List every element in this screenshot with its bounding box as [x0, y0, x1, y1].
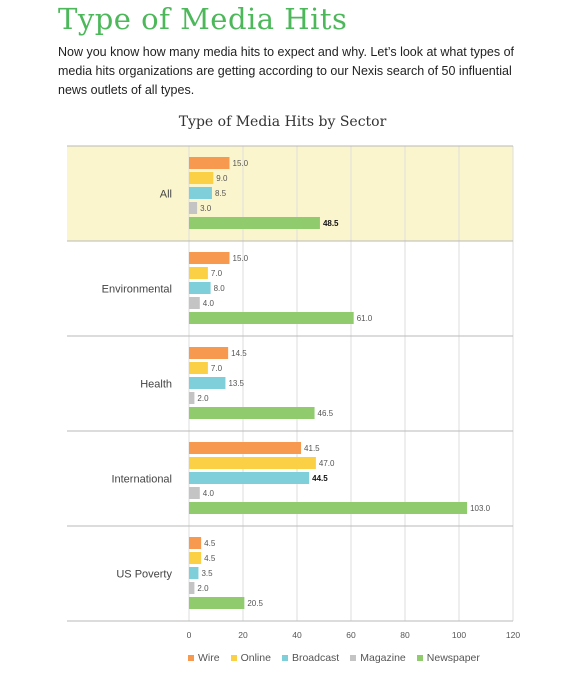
x-tick-label: 0	[187, 630, 192, 640]
data-label: 13.5	[228, 379, 244, 388]
bar-newspaper	[189, 312, 354, 324]
intro-paragraph: Now you know how many media hits to expe…	[58, 45, 515, 97]
legend-swatch	[230, 655, 237, 661]
category-label: US Poverty	[116, 569, 172, 581]
legend-label: Magazine	[360, 652, 406, 664]
data-label: 3.0	[200, 204, 212, 213]
bar-online	[189, 362, 208, 374]
data-label: 8.0	[214, 284, 226, 293]
legend-label: Wire	[198, 652, 220, 664]
bar-newspaper	[189, 597, 245, 609]
bar-wire	[189, 157, 230, 169]
bar-broadcast	[189, 567, 199, 579]
data-label: 2.0	[197, 584, 209, 593]
data-label: 48.5	[323, 219, 339, 228]
bar-magazine	[189, 202, 198, 214]
legend-swatch	[281, 655, 288, 661]
bar-wire	[189, 252, 230, 264]
data-label: 8.5	[215, 189, 227, 198]
data-label: 20.5	[247, 599, 263, 608]
data-label: 7.0	[211, 269, 223, 278]
bar-broadcast	[189, 187, 212, 199]
legend-item-online: Online	[230, 652, 271, 664]
category-label: Environmental	[102, 284, 172, 296]
bar-online	[189, 457, 316, 469]
bar-magazine	[189, 392, 195, 404]
bar-wire	[189, 347, 229, 359]
x-tick-label: 20	[238, 630, 248, 640]
data-label: 103.0	[470, 504, 491, 513]
bar-broadcast	[189, 282, 211, 294]
bar-broadcast	[189, 472, 310, 484]
legend-item-magazine: Magazine	[350, 652, 406, 664]
x-tick-label: 120	[506, 630, 520, 640]
x-tick-label: 60	[346, 630, 356, 640]
data-label: 44.5	[312, 474, 328, 483]
data-label: 4.0	[203, 299, 215, 308]
legend-swatch	[350, 655, 357, 661]
bar-chart: All 15.0 9.0 8.53.0 48.5 Environmental 15.0 7.0…	[67, 145, 520, 640]
data-label: 9.0	[216, 174, 228, 183]
bar-magazine	[189, 582, 195, 594]
legend-swatch	[416, 655, 423, 661]
data-label: 7.0	[211, 364, 223, 373]
bar-wire	[189, 442, 302, 454]
data-label: 3.5	[201, 569, 213, 578]
data-label: 2.0	[197, 394, 209, 403]
category-label: All	[160, 189, 172, 201]
x-tick-label: 40	[292, 630, 302, 640]
legend-label: Newspaper	[426, 652, 480, 664]
bar-online	[189, 267, 208, 279]
data-label: 14.5	[231, 349, 247, 358]
legend-swatch	[188, 655, 194, 661]
legend-item-wire: Wire	[188, 652, 220, 664]
legend-label: Broadcast	[291, 652, 340, 664]
legend-item-newspaper: Newspaper	[416, 652, 480, 664]
bar-magazine	[189, 297, 200, 309]
data-label: 61.0	[357, 314, 373, 323]
data-label: 46.5	[318, 409, 334, 418]
page-title: Type of Media Hits	[58, 2, 348, 36]
bar-broadcast	[189, 377, 226, 389]
bar-online	[189, 552, 202, 564]
data-label: 41.5	[304, 444, 320, 453]
data-label: 4.5	[204, 554, 216, 563]
legend-item-broadcast: Broadcast	[281, 652, 340, 664]
bar-newspaper	[189, 217, 320, 229]
bar-magazine	[189, 487, 200, 499]
data-label: 47.0	[319, 459, 335, 468]
bar-online	[189, 172, 214, 184]
chart-legend: Wire Online Broadcast Magazine Newspaper	[188, 652, 480, 664]
legend-label: Online	[240, 652, 271, 664]
data-label: 4.0	[203, 489, 215, 498]
category-label: International	[111, 474, 172, 486]
data-label: 4.5	[204, 539, 216, 548]
data-label: 15.0	[233, 159, 249, 168]
chart-title: Type of Media Hits by Sector	[178, 114, 387, 130]
data-label: 15.0	[233, 254, 249, 263]
x-tick-label: 100	[452, 630, 466, 640]
bar-newspaper	[189, 502, 468, 514]
bar-wire	[189, 537, 202, 549]
category-label: Health	[140, 379, 172, 391]
bar-newspaper	[189, 407, 315, 419]
x-tick-label: 80	[400, 630, 410, 640]
